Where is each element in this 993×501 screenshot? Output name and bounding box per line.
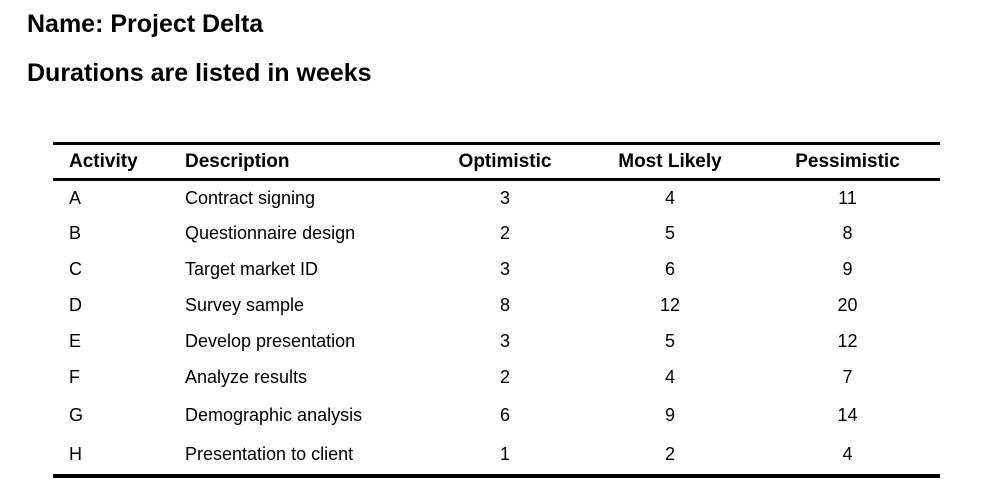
most-likely-cell: 4 [664,187,675,208]
pessimistic-cell: 9 [842,259,853,279]
table-row: F Analyze results 2 4 7 [53,360,940,396]
table-row: C Target market ID 3 6 9 [53,252,940,288]
description-cell: Target market ID [185,259,319,279]
table-row: H Presentation to client 1 2 4 [53,436,940,476]
pessimistic-cell: 20 [837,295,858,315]
description-cell: Presentation to client [185,444,354,464]
optimistic-cell: 2 [499,367,510,387]
column-header-activity: Activity [69,150,138,172]
activity-cell: G [69,405,84,425]
most-likely-cell: 9 [664,405,675,425]
description-cell: Survey sample [185,295,305,315]
table-row: G Demographic analysis 6 9 14 [53,396,940,436]
pessimistic-cell: 14 [837,405,858,425]
optimistic-cell: 1 [499,444,510,464]
description-cell: Analyze results [185,367,308,387]
pessimistic-cell: 12 [837,331,858,351]
table-row: E Develop presentation 3 5 12 [53,324,940,360]
description-cell: Demographic analysis [185,405,363,425]
table-row: A Contract signing 3 4 11 [53,180,940,216]
table-row: B Questionnaire design 2 5 8 [53,216,940,252]
pessimistic-cell: 7 [842,367,853,387]
activity-cell: B [69,223,82,243]
activity-cell: E [69,331,82,351]
optimistic-cell: 2 [499,223,510,243]
optimistic-cell: 3 [499,331,510,351]
optimistic-cell: 3 [499,259,510,279]
most-likely-cell: 2 [664,444,675,464]
table-row: D Survey sample 8 12 20 [53,288,940,324]
table-header: Activity Description Optimistic Most Lik… [53,144,940,180]
project-name-title: Name: Project Delta [27,10,264,38]
description-cell: Questionnaire design [185,223,356,243]
table-body: A Contract signing 3 4 11 B Questionnair… [53,180,940,476]
most-likely-cell: 5 [664,223,675,243]
most-likely-cell: 12 [659,295,681,315]
most-likely-cell: 5 [664,331,675,351]
pessimistic-cell: 8 [842,223,853,243]
description-cell: Develop presentation [185,331,356,351]
durations-note: Durations are listed in weeks [27,59,372,87]
most-likely-cell: 4 [664,367,675,387]
activity-cell: F [69,367,80,387]
header-row: Activity Description Optimistic Most Lik… [53,144,940,180]
most-likely-cell: 6 [664,259,675,279]
optimistic-cell: 8 [499,295,510,315]
column-header-pessimistic: Pessimistic [795,150,900,172]
optimistic-cell: 3 [499,187,510,208]
column-header-most-likely: Most Likely [618,150,722,172]
optimistic-cell: 6 [499,405,510,425]
activity-cell: A [69,187,82,208]
column-header-description: Description [185,150,290,172]
pessimistic-cell: 11 [838,187,857,208]
pessimistic-cell: 4 [842,444,853,464]
activity-cell: D [69,295,82,315]
activity-cell: C [69,259,82,279]
column-header-optimistic: Optimistic [458,150,552,172]
description-cell: Contract signing [185,187,316,208]
activity-durations-table: Activity Description Optimistic Most Lik… [53,142,940,478]
activity-cell: H [69,444,82,464]
